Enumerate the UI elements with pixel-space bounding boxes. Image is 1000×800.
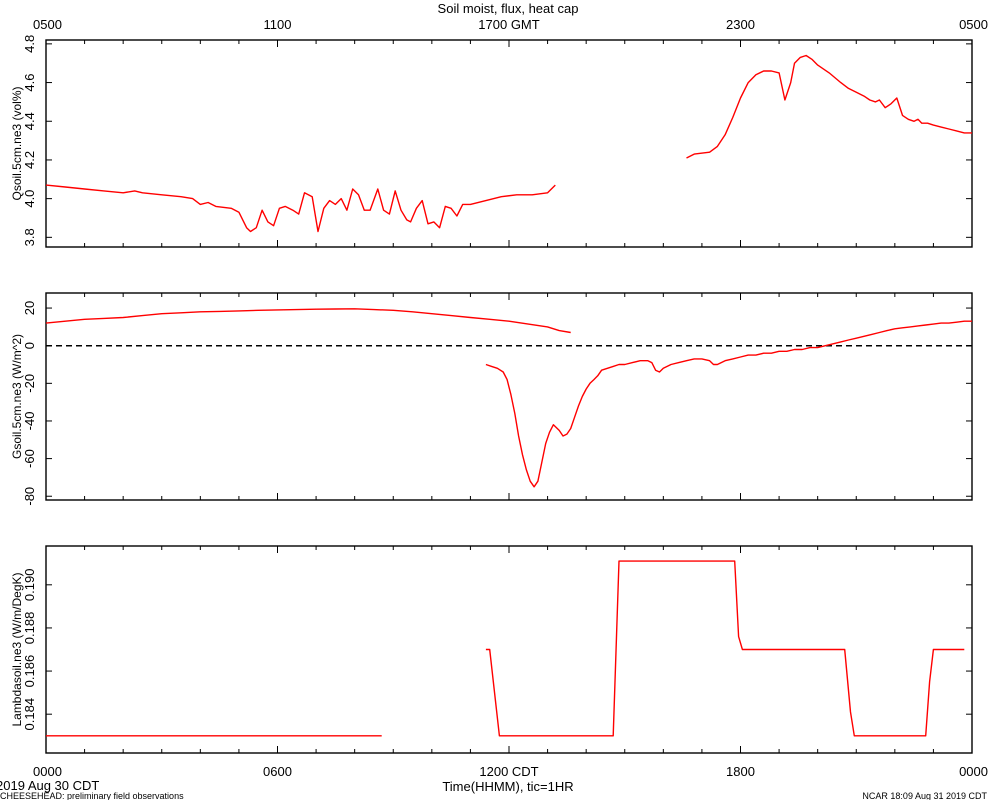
plot-frame — [45, 39, 973, 248]
footer-left: CHEESEHEAD: preliminary field observatio… — [0, 791, 184, 800]
bottom-tick-label: 1800 — [726, 764, 755, 779]
panels: 3.8 4.0 4.2 4.4 4.6 4.8 Qsoil.5cm.ne3 (vol%) -8… — [10, 35, 973, 754]
y-tick-label: 4.2 — [22, 151, 37, 169]
data-series-line — [46, 184, 556, 233]
y-tick-label: 0.188 — [22, 612, 37, 645]
footer-date: 2019 Aug 30 CDT — [0, 778, 99, 793]
top-tick-label: 0500 — [959, 17, 988, 32]
y-tick-label: 0.184 — [22, 698, 37, 731]
top-tick-label: 2300 — [726, 17, 755, 32]
panel-1: 3.8 4.0 4.2 4.4 4.6 4.8 Qsoil.5cm.ne3 (vol%) — [10, 35, 973, 248]
y-axis-label: Lambdasoil.ne3 (W/m/DegK) — [10, 572, 24, 726]
y-tick-label: -40 — [22, 412, 37, 431]
y-tick-label: 20 — [22, 301, 37, 315]
y-tick-label: -80 — [22, 487, 37, 506]
y-tick-label: -60 — [22, 449, 37, 468]
bottom-tick-label: 0000 — [959, 764, 988, 779]
y-axis-label: Qsoil.5cm.ne3 (vol%) — [10, 86, 24, 200]
bottom-tick-label: 0600 — [263, 764, 292, 779]
y-tick-label: 0.190 — [22, 569, 37, 602]
bottom-time-axis: 0000 0600 1200 CDT 1800 0000 — [33, 764, 988, 779]
y-tick-label: 3.8 — [22, 228, 37, 246]
top-tick-label: 0500 — [33, 17, 62, 32]
x-axis-label: Time(HHMM), tic=1HR — [442, 779, 573, 794]
bottom-tick-label: 0000 — [33, 764, 62, 779]
panel-2: -80 -60 -40 -20 0 20 Gsoil.5cm.ne3 (W/m^2) — [10, 292, 973, 506]
y-tick-label: 4.4 — [22, 112, 37, 130]
chart-title: Soil moist, flux, heat cap — [438, 1, 579, 16]
y-tick-label: 4.6 — [22, 74, 37, 92]
data-series-line — [485, 320, 972, 488]
top-time-axis: 0500 1100 1700 GMT 2300 0500 — [33, 17, 988, 32]
y-axis-label: Gsoil.5cm.ne3 (W/m^2) — [10, 334, 24, 459]
y-tick-label: 0.186 — [22, 655, 37, 688]
y-tick-label: 0 — [22, 342, 37, 349]
plot-frame — [45, 292, 973, 501]
footer-right: NCAR 18:09 Aug 31 2019 CDT — [862, 791, 987, 800]
y-tick-label: -20 — [22, 374, 37, 393]
top-tick-label: 1100 — [264, 17, 292, 32]
data-series-line — [686, 54, 972, 159]
y-tick-label: 4.8 — [22, 35, 37, 53]
data-series-line — [485, 560, 965, 737]
data-series-line — [46, 308, 571, 334]
bottom-tick-label: 1200 CDT — [479, 764, 538, 779]
top-tick-label: 1700 GMT — [478, 17, 539, 32]
y-tick-label: 4.0 — [22, 190, 37, 208]
